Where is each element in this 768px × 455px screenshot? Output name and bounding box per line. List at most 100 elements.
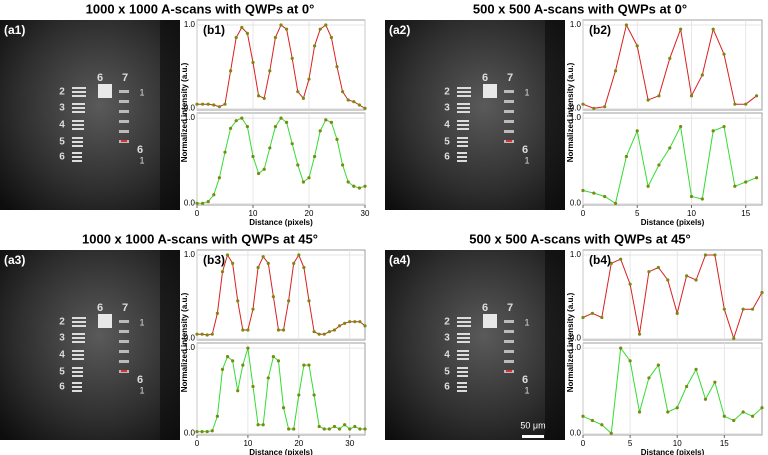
data-point: [292, 261, 296, 265]
y-tick-label: 1.0: [570, 250, 582, 259]
data-point: [231, 261, 235, 265]
data-point: [257, 171, 261, 176]
data-point: [200, 332, 204, 336]
target-square: [483, 314, 497, 328]
data-point: [722, 52, 726, 56]
target-bar: [72, 382, 82, 384]
target-bar: [72, 103, 85, 105]
target-mark: [506, 140, 512, 142]
data-point: [711, 129, 715, 133]
target-bar: [457, 333, 470, 335]
data-point: [317, 332, 321, 336]
data-point: [312, 393, 316, 397]
data-point: [363, 106, 367, 110]
target-element: 1: [139, 87, 144, 97]
data-point: [279, 23, 283, 27]
data-point: [256, 265, 260, 270]
target-element: 1: [139, 385, 144, 395]
data-point: [271, 295, 275, 299]
data-point: [592, 106, 596, 110]
data-point: [335, 137, 339, 142]
target-bar-small: [119, 130, 129, 133]
data-point: [217, 176, 221, 180]
data-point: [603, 194, 607, 199]
data-point: [689, 194, 694, 199]
data-point: [624, 154, 628, 159]
data-point: [261, 423, 265, 427]
data-point: [741, 307, 745, 311]
target-bar: [72, 91, 86, 93]
y-tick-label: 0.0: [570, 428, 582, 437]
image: [385, 250, 565, 440]
data-point: [246, 346, 250, 350]
data-point: [346, 180, 350, 184]
target-bar-small: [504, 90, 514, 93]
target-bar: [72, 350, 84, 352]
data-point: [685, 384, 689, 389]
data-point: [302, 363, 306, 367]
target-bar: [457, 382, 467, 384]
data-point: [732, 336, 736, 340]
data-point: [223, 150, 227, 154]
target-bar: [72, 325, 86, 327]
plot-label: (b1): [203, 23, 225, 37]
data-point: [357, 103, 361, 107]
data-point: [700, 73, 704, 77]
x-tick-label: 10: [249, 209, 258, 218]
data-point: [637, 410, 642, 414]
target-bar: [457, 124, 469, 126]
data-point: [703, 253, 708, 257]
data-point: [234, 119, 238, 123]
target-square: [98, 314, 112, 328]
data-point: [268, 69, 272, 73]
data-point: [317, 424, 321, 429]
target-bar: [457, 87, 471, 89]
data-point: [329, 120, 333, 124]
x-axis-label: Distance (pixels): [249, 218, 313, 227]
target-mark: [506, 370, 512, 372]
target-bar-small: [504, 130, 514, 133]
data-point: [251, 307, 255, 311]
data-point: [713, 380, 717, 384]
target-bar: [72, 156, 82, 158]
target-bar: [72, 371, 83, 373]
data-point: [327, 330, 331, 334]
data-point: [656, 265, 660, 270]
y-tick-label: 1.0: [570, 20, 582, 29]
data-point: [722, 307, 726, 311]
y-tick-label: 1.0: [184, 113, 196, 122]
data-point: [262, 96, 266, 100]
data-point: [307, 77, 311, 81]
data-point: [675, 311, 679, 315]
plot-label: (b2): [589, 23, 611, 37]
data-point: [285, 27, 289, 31]
target-bar: [457, 91, 471, 93]
panel-title: 500 x 500 A-scans with QWPs at 0°: [473, 1, 687, 16]
data-point: [694, 367, 698, 372]
data-point: [205, 333, 209, 337]
target-bar: [72, 160, 82, 162]
target-group: 6: [97, 72, 103, 84]
target-element: 5: [444, 367, 450, 378]
data-point: [240, 25, 244, 30]
target-bar: [457, 317, 471, 319]
y-tick-label: 1.0: [184, 250, 196, 259]
y-tick-label: 0.0: [184, 333, 196, 342]
target-mark: [121, 370, 127, 372]
target-bar: [457, 371, 468, 373]
data-point: [251, 384, 255, 389]
target-group: 7: [122, 302, 128, 314]
data-point: [341, 163, 345, 167]
data-point: [668, 56, 672, 60]
image-edge: [160, 250, 180, 440]
x-tick-label: 10: [243, 439, 252, 448]
x-axis-label: Distance (pixels): [249, 448, 313, 455]
x-axis-label: Distance (pixels): [641, 218, 705, 227]
data-point: [262, 167, 266, 171]
data-point: [240, 116, 244, 120]
target-element: 1: [139, 317, 144, 327]
data-point: [236, 389, 240, 393]
data-point: [302, 265, 306, 270]
target-bar: [457, 111, 470, 113]
target-bar: [72, 386, 82, 388]
